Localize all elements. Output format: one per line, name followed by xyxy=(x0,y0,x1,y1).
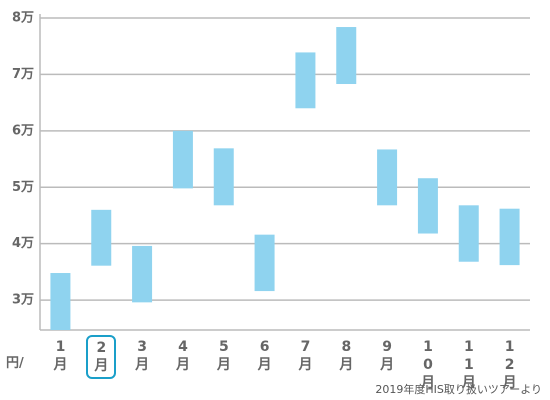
x-tick-label[interactable]: 9月 xyxy=(380,339,395,373)
y-tick-label: 3万 xyxy=(12,293,34,308)
range-bar xyxy=(91,209,112,266)
x-tick-label[interactable]: 12月 xyxy=(502,339,517,391)
y-tick-label: 6万 xyxy=(12,123,34,138)
range-bar xyxy=(254,234,275,292)
source: 2019年度HIS取り扱いツアーより xyxy=(375,383,542,396)
range-bar xyxy=(458,205,479,262)
y-tick-label: 8万 xyxy=(12,11,34,26)
range-bar xyxy=(213,148,234,206)
x-tick-label[interactable]: 10月 xyxy=(421,339,435,391)
x-tick-label[interactable]: 6月 xyxy=(257,339,272,373)
range-bar xyxy=(417,178,438,234)
x-tick-label[interactable]: 8月 xyxy=(339,339,354,373)
range-bar xyxy=(295,52,316,109)
range-bar xyxy=(377,149,398,206)
x-tick-label[interactable]: 11月 xyxy=(461,339,476,391)
x-tick-label[interactable]: 1月 xyxy=(53,339,68,373)
x-tick-label[interactable]: 4月 xyxy=(176,339,190,373)
y-unit-label: 円/ xyxy=(6,356,24,371)
range-bar xyxy=(132,245,153,303)
range-bar xyxy=(499,208,520,266)
y-tick-label: 4万 xyxy=(12,236,34,251)
range-bar xyxy=(172,130,193,189)
range-bar xyxy=(336,27,357,85)
y-tick-label: 7万 xyxy=(12,67,34,82)
y-tick-label: 5万 xyxy=(12,180,34,195)
x-tick-label[interactable]: 5月 xyxy=(216,339,231,373)
x-tick-label[interactable]: 2月 xyxy=(86,335,117,379)
x-tick-label[interactable]: 3月 xyxy=(135,339,150,373)
range-bar xyxy=(50,273,71,330)
x-tick-label[interactable]: 7月 xyxy=(298,339,313,373)
